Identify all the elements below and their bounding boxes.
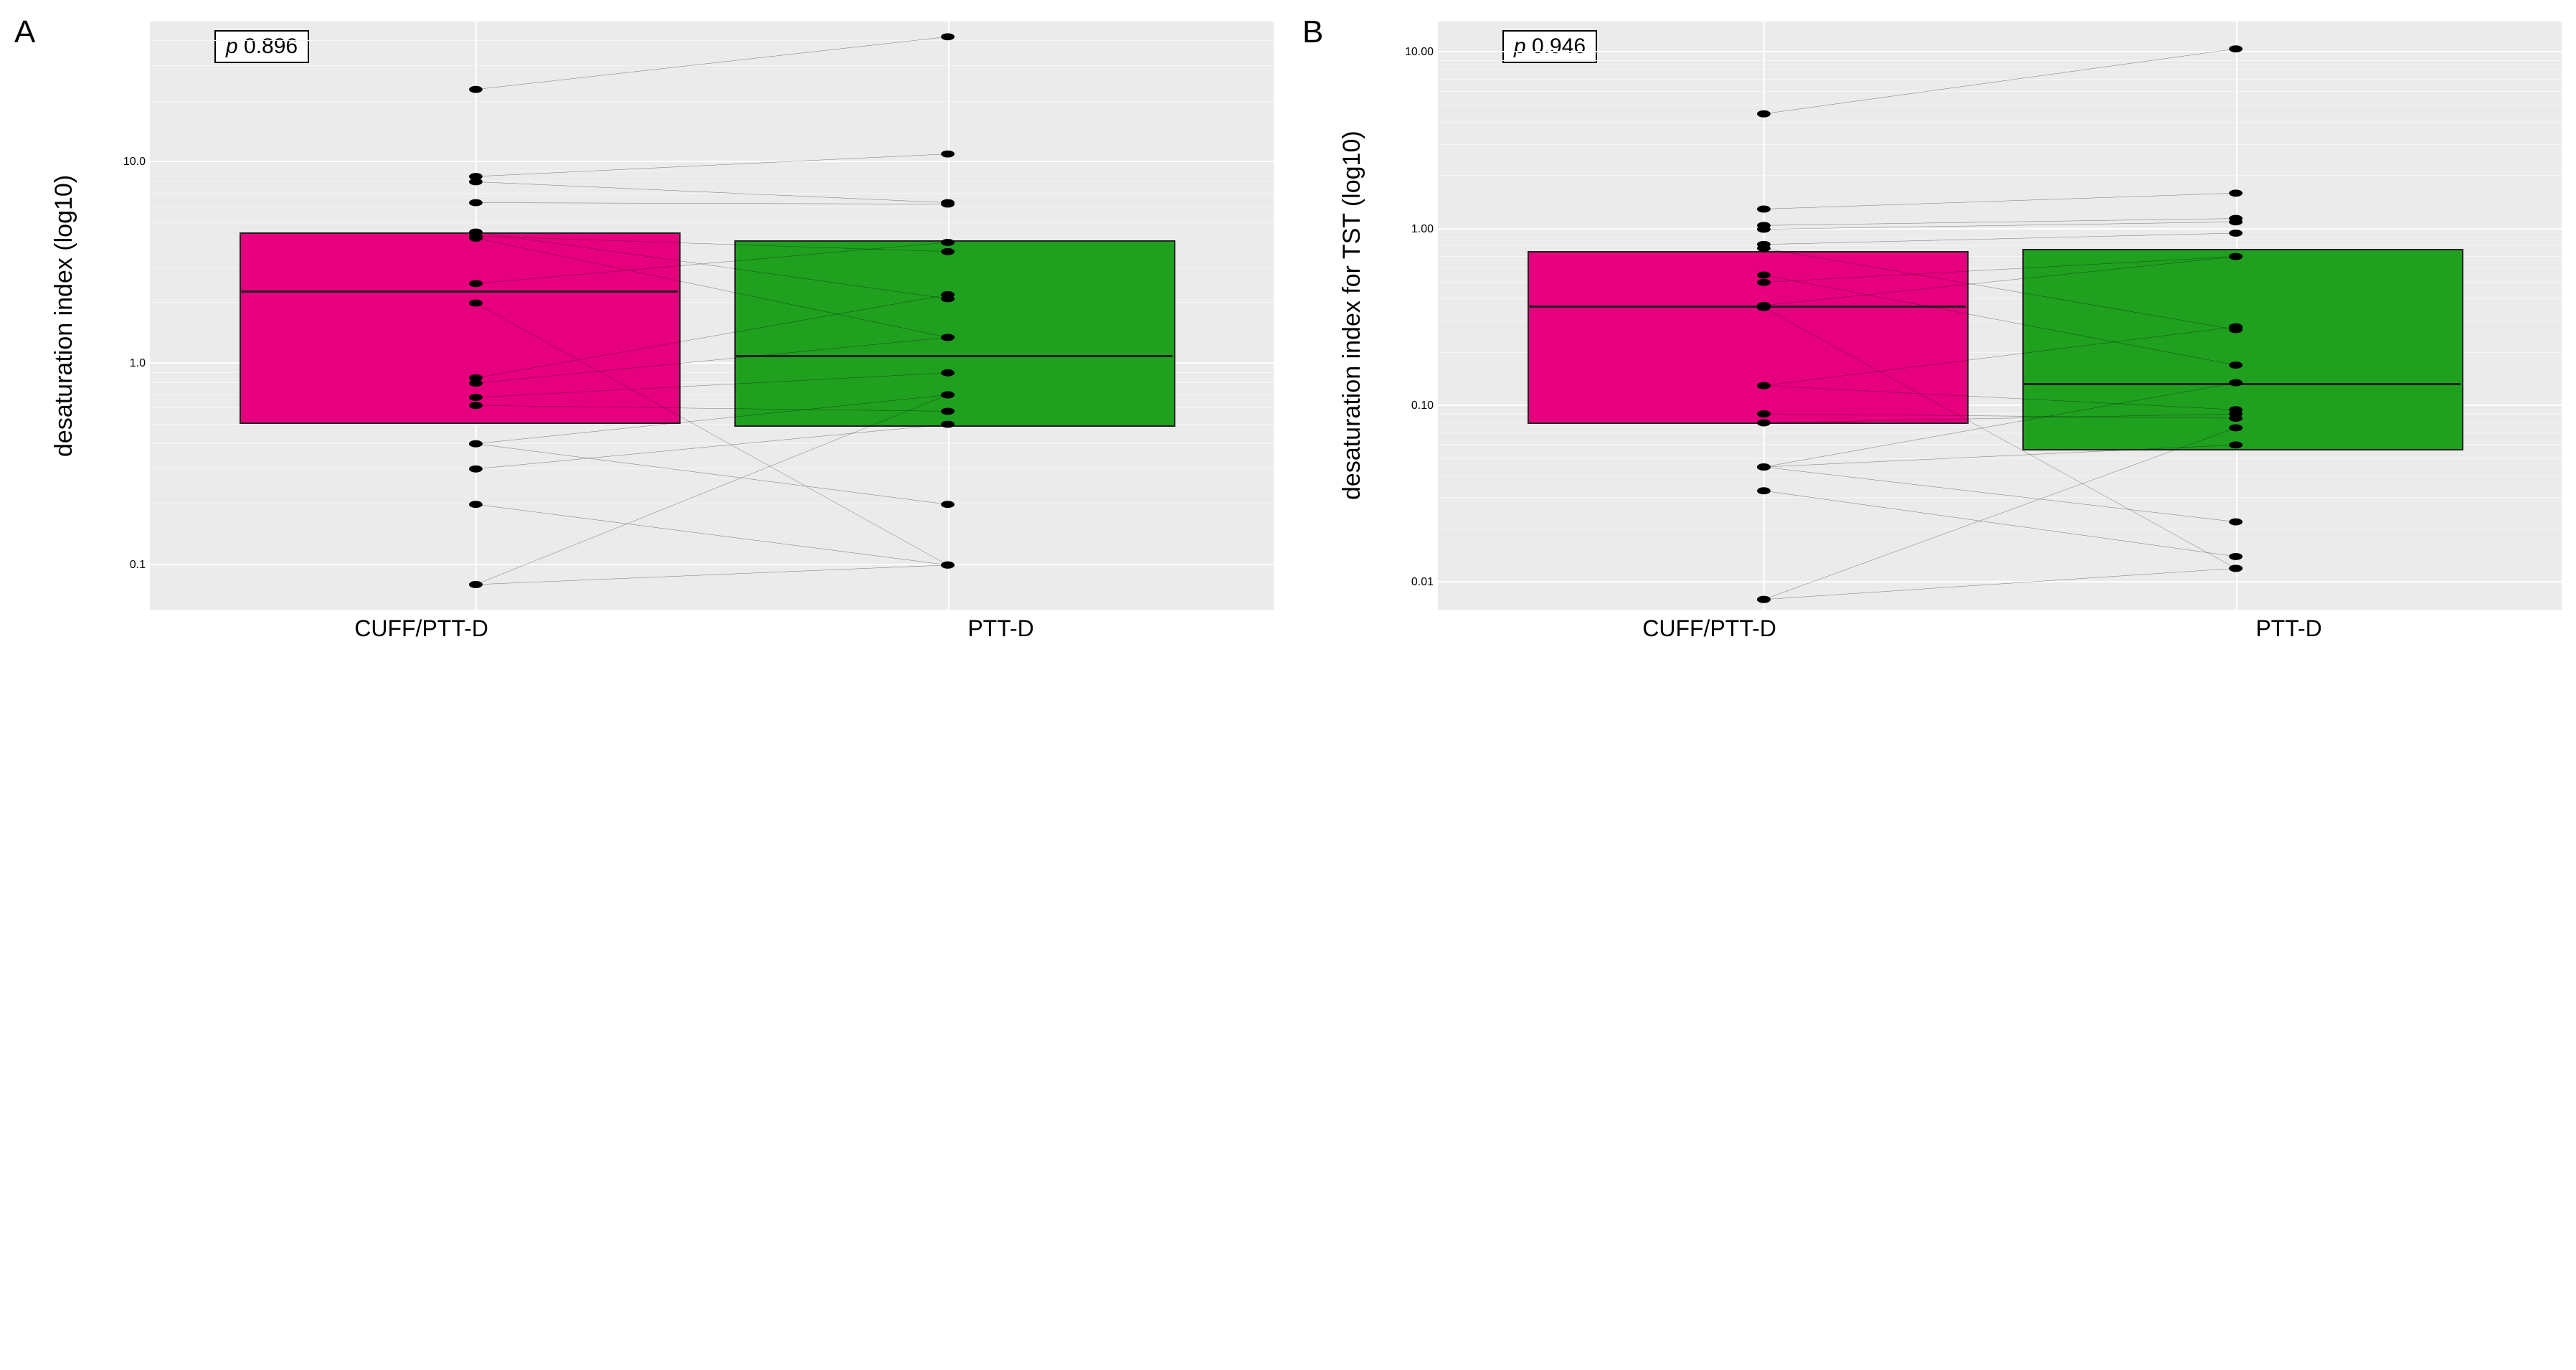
- y-tick-label: 1.00: [1411, 223, 1434, 236]
- pvalue-box-A: p 0.896: [214, 30, 309, 63]
- y-ticks-B: 0.01 0.10 1.00 10.00: [1366, 22, 1438, 610]
- gridline-minor: [1438, 79, 2562, 80]
- gridline-minor: [1438, 60, 2562, 61]
- paired-line: [1763, 568, 2235, 599]
- gridline-minor: [150, 193, 1274, 194]
- gridline-minor: [1438, 91, 2562, 92]
- x-axis-A: CUFF/PTT-D PTT-D: [115, 615, 1274, 642]
- gridline-major: [1438, 581, 2562, 582]
- paired-line: [1763, 49, 2235, 114]
- y-tick-label: 0.01: [1411, 576, 1434, 589]
- gridline-minor: [150, 101, 1274, 102]
- gridline-minor: [150, 40, 1274, 41]
- gridline-minor: [150, 222, 1274, 223]
- paired-line: [1763, 193, 2235, 209]
- boxplot-box: [2022, 249, 2463, 450]
- paired-line: [475, 424, 947, 468]
- panel-A: A desaturation index (log10) 0.1 1.0 10.0 …: [14, 14, 1274, 642]
- y-ticks-A: 0.1 1.0 10.0: [78, 22, 150, 610]
- paired-line: [475, 565, 947, 585]
- pvalue-box-B: p 0.946: [1502, 30, 1597, 63]
- plot-area-B: p 0.946: [1438, 22, 2562, 610]
- panel-label-B: B: [1302, 14, 1323, 50]
- x-tick-label: CUFF/PTT-D: [354, 615, 488, 642]
- gridline-major: [150, 161, 1274, 162]
- paired-line: [475, 154, 947, 176]
- gridline-minor: [1438, 458, 2562, 459]
- pvalue-B: 0.946: [1532, 34, 1586, 58]
- gridline-minor: [1438, 144, 2562, 145]
- y-tick-label: 0.1: [130, 559, 146, 572]
- y-axis-label-B: desaturation index for TST (log10): [1331, 22, 1366, 610]
- plot-area-A: p 0.896: [150, 22, 1274, 610]
- gridline-minor: [150, 468, 1274, 469]
- paired-line: [475, 504, 947, 565]
- boxplot-median: [734, 355, 1173, 357]
- y-tick-label: 0.10: [1411, 400, 1434, 412]
- gridline-minor: [1438, 69, 2562, 70]
- gridline-minor: [1438, 175, 2562, 176]
- gridline-minor: [1438, 245, 2562, 246]
- panel-label-A: A: [14, 14, 35, 50]
- paired-line: [1763, 219, 2235, 226]
- paired-line: [475, 203, 947, 204]
- boxplot-median: [2022, 383, 2461, 385]
- boxplot-median: [1528, 306, 1966, 308]
- y-tick-label: 1.0: [130, 357, 146, 370]
- plot-wrap-A: desaturation index (log10) 0.1 1.0 10.0 p …: [43, 22, 1274, 610]
- y-tick-label: 10.00: [1405, 46, 1434, 59]
- panel-B: B desaturation index for TST (log10) 0.0…: [1302, 14, 2562, 642]
- paired-line: [1763, 233, 2235, 245]
- paired-line: [1763, 427, 2235, 599]
- gridline-minor: [150, 65, 1274, 66]
- gridline-minor: [1438, 497, 2562, 498]
- gridline-major: [1438, 51, 2562, 52]
- gridline-minor: [150, 443, 1274, 444]
- boxplot-box: [1528, 251, 1969, 424]
- y-axis-label-A: desaturation index (log10): [43, 22, 78, 610]
- x-tick-label: PTT-D: [2255, 615, 2321, 642]
- pvalue-A: 0.896: [244, 34, 298, 58]
- x-tick-label: PTT-D: [967, 615, 1033, 642]
- gridline-major: [1438, 228, 2562, 230]
- x-axis-B: CUFF/PTT-D PTT-D: [1403, 615, 2562, 642]
- figure-container: A desaturation index (log10) 0.1 1.0 10.0 …: [14, 14, 2562, 642]
- boxplot-box: [240, 232, 681, 424]
- gridline-major: [150, 564, 1274, 565]
- boxplot-box: [734, 240, 1175, 427]
- y-tick-label: 10.0: [123, 156, 146, 169]
- boxplot-median: [240, 290, 678, 293]
- paired-line: [475, 444, 947, 505]
- plot-wrap-B: desaturation index for TST (log10) 0.010…: [1331, 22, 2562, 610]
- paired-line: [1763, 491, 2235, 557]
- x-tick-label: CUFF/PTT-D: [1642, 615, 1776, 642]
- gridline-minor: [1438, 122, 2562, 123]
- paired-line: [475, 37, 947, 89]
